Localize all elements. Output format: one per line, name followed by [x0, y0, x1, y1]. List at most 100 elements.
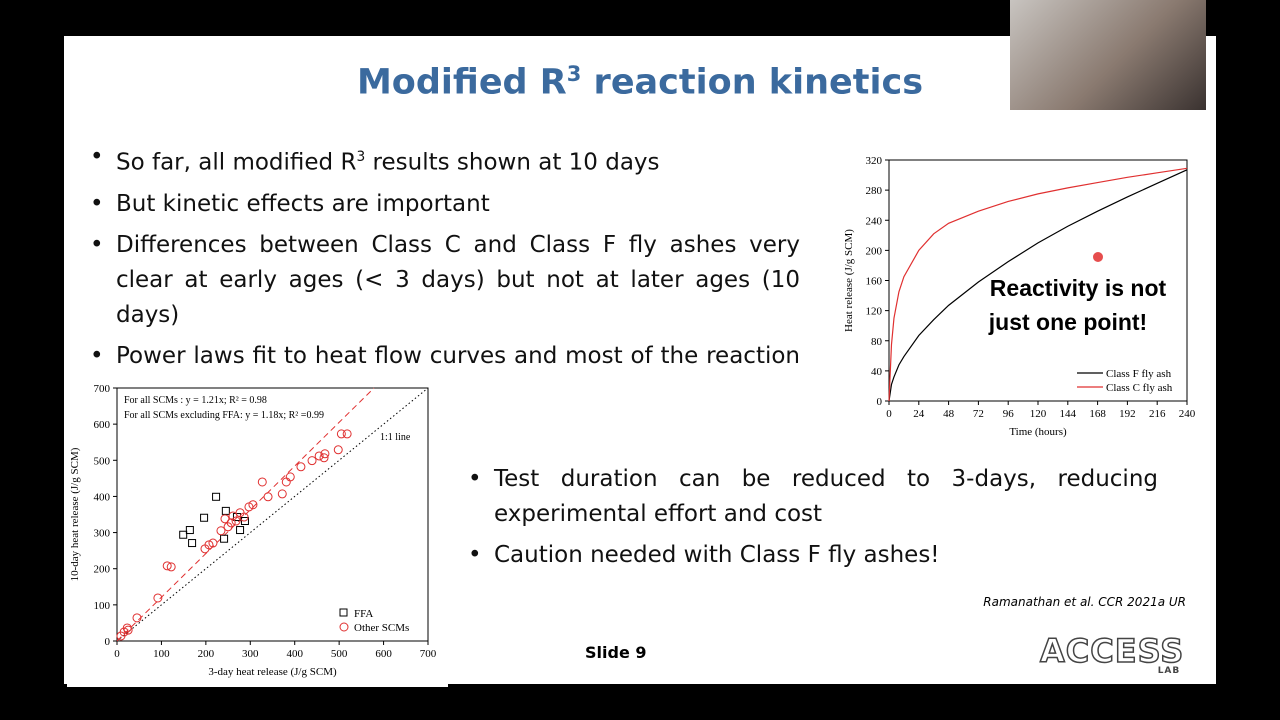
- bullet-text: But kinetic effects are important: [116, 190, 490, 217]
- point: [216, 526, 226, 536]
- y-tick-label: 700: [94, 383, 111, 395]
- y-tick-label: 200: [866, 245, 883, 257]
- point: [263, 492, 273, 502]
- point: [226, 518, 236, 528]
- annotation: Reactivity is not: [990, 275, 1167, 301]
- webcam-video: [1010, 0, 1206, 110]
- bullet-text: results shown at 10 days: [365, 149, 660, 176]
- point: [236, 526, 245, 535]
- x-tick-label: 200: [198, 648, 215, 660]
- x-tick-label: 0: [886, 408, 892, 420]
- slide-number: Slide 9: [585, 643, 647, 662]
- point: [314, 451, 324, 461]
- x-tick-label: 240: [1179, 408, 1196, 420]
- point: [208, 538, 218, 548]
- y-tick-label: 100: [94, 600, 111, 612]
- bullet-list: Test duration can be reduced to 3-days, …: [468, 462, 1158, 579]
- x-tick-label: 120: [1030, 408, 1047, 420]
- logo-sub: LAB: [1157, 666, 1181, 676]
- x-tick-label: 96: [1003, 408, 1015, 420]
- point: [240, 517, 249, 526]
- legend-label: Class C fly ash: [1106, 382, 1173, 394]
- point: [342, 429, 352, 439]
- point: [162, 561, 172, 571]
- x-tick-label: 700: [420, 648, 437, 660]
- point: [285, 472, 295, 482]
- y-tick-label: 240: [866, 215, 883, 227]
- y-tick-label: 0: [105, 636, 111, 648]
- y-tick-label: 160: [866, 276, 883, 288]
- point: [166, 562, 176, 572]
- y-tick-label: 120: [866, 306, 883, 318]
- bullet: Differences between Class C and Class F …: [90, 228, 800, 333]
- point: [307, 456, 317, 466]
- legend-label: FFA: [354, 608, 373, 620]
- x-tick-label: 24: [913, 408, 925, 420]
- y-tick-label: 280: [866, 185, 883, 197]
- line: [888, 169, 1188, 402]
- bullet: Caution needed with Class F fly ashes!: [468, 538, 1158, 573]
- point: [153, 593, 163, 603]
- reference-line: [116, 387, 375, 642]
- bullet-text: Test duration can be reduced to 3-days, …: [494, 466, 1158, 527]
- point: [296, 462, 306, 472]
- point: [204, 540, 214, 550]
- line: [888, 167, 1188, 402]
- y-axis-label: 10-day heat release (J/g SCM): [69, 447, 81, 581]
- chart-background: [67, 376, 448, 687]
- annotation: For all SCMs excluding FFA: y = 1.18x; R…: [124, 410, 324, 421]
- x-tick-label: 300: [242, 648, 259, 660]
- title-rest: reaction kinetics: [581, 62, 924, 103]
- point: [336, 429, 346, 439]
- x-tick-label: 600: [375, 648, 392, 660]
- y-tick-label: 320: [866, 155, 883, 167]
- point: [221, 506, 230, 515]
- y-tick-label: 300: [94, 528, 111, 540]
- bullet: Test duration can be reduced to 3-days, …: [468, 462, 1158, 532]
- slide-title: Modified R3 reaction kinetics: [64, 62, 1216, 103]
- x-tick-label: 192: [1119, 408, 1136, 420]
- annotation: 1:1 line: [380, 432, 411, 443]
- point: [179, 530, 188, 539]
- point: [277, 489, 287, 499]
- x-tick-label: 0: [114, 648, 120, 660]
- point: [319, 453, 329, 463]
- x-tick-label: 72: [973, 408, 984, 420]
- x-tick-label: 400: [286, 648, 303, 660]
- x-tick-label: 216: [1149, 408, 1166, 420]
- point: [220, 514, 230, 524]
- bullet-text: So far, all modified R: [116, 149, 357, 176]
- y-tick-label: 200: [94, 564, 111, 576]
- x-tick-label: 168: [1089, 408, 1106, 420]
- y-tick-label: 400: [94, 491, 111, 503]
- point: [132, 613, 142, 623]
- laser-pointer: [1093, 252, 1103, 262]
- point: [231, 516, 241, 526]
- x-tick-label: 100: [153, 648, 170, 660]
- x-tick-label: 500: [331, 648, 348, 660]
- point: [333, 445, 343, 455]
- x-axis-label: Time (hours): [1009, 426, 1067, 438]
- legend-swatch: [339, 608, 348, 617]
- bullet: So far, all modified R3 results shown at…: [90, 140, 800, 181]
- bullet-text: Differences between Class C and Class F …: [116, 231, 800, 328]
- point: [320, 449, 330, 459]
- legend-swatch: [339, 622, 349, 632]
- y-tick-label: 0: [877, 396, 883, 408]
- title-sup: 3: [566, 62, 582, 86]
- title-text: Modified R: [356, 62, 567, 103]
- reference-line: [116, 387, 429, 642]
- point: [248, 500, 258, 510]
- point: [188, 539, 197, 548]
- annotation: just one point!: [988, 309, 1147, 335]
- plot-frame: [116, 387, 429, 642]
- legend-label: Other SCMs: [354, 622, 409, 634]
- y-tick-label: 500: [94, 455, 111, 467]
- bullet-sup: 3: [356, 149, 366, 165]
- point: [239, 512, 249, 522]
- point: [220, 534, 229, 543]
- point: [257, 477, 267, 487]
- point: [200, 513, 209, 522]
